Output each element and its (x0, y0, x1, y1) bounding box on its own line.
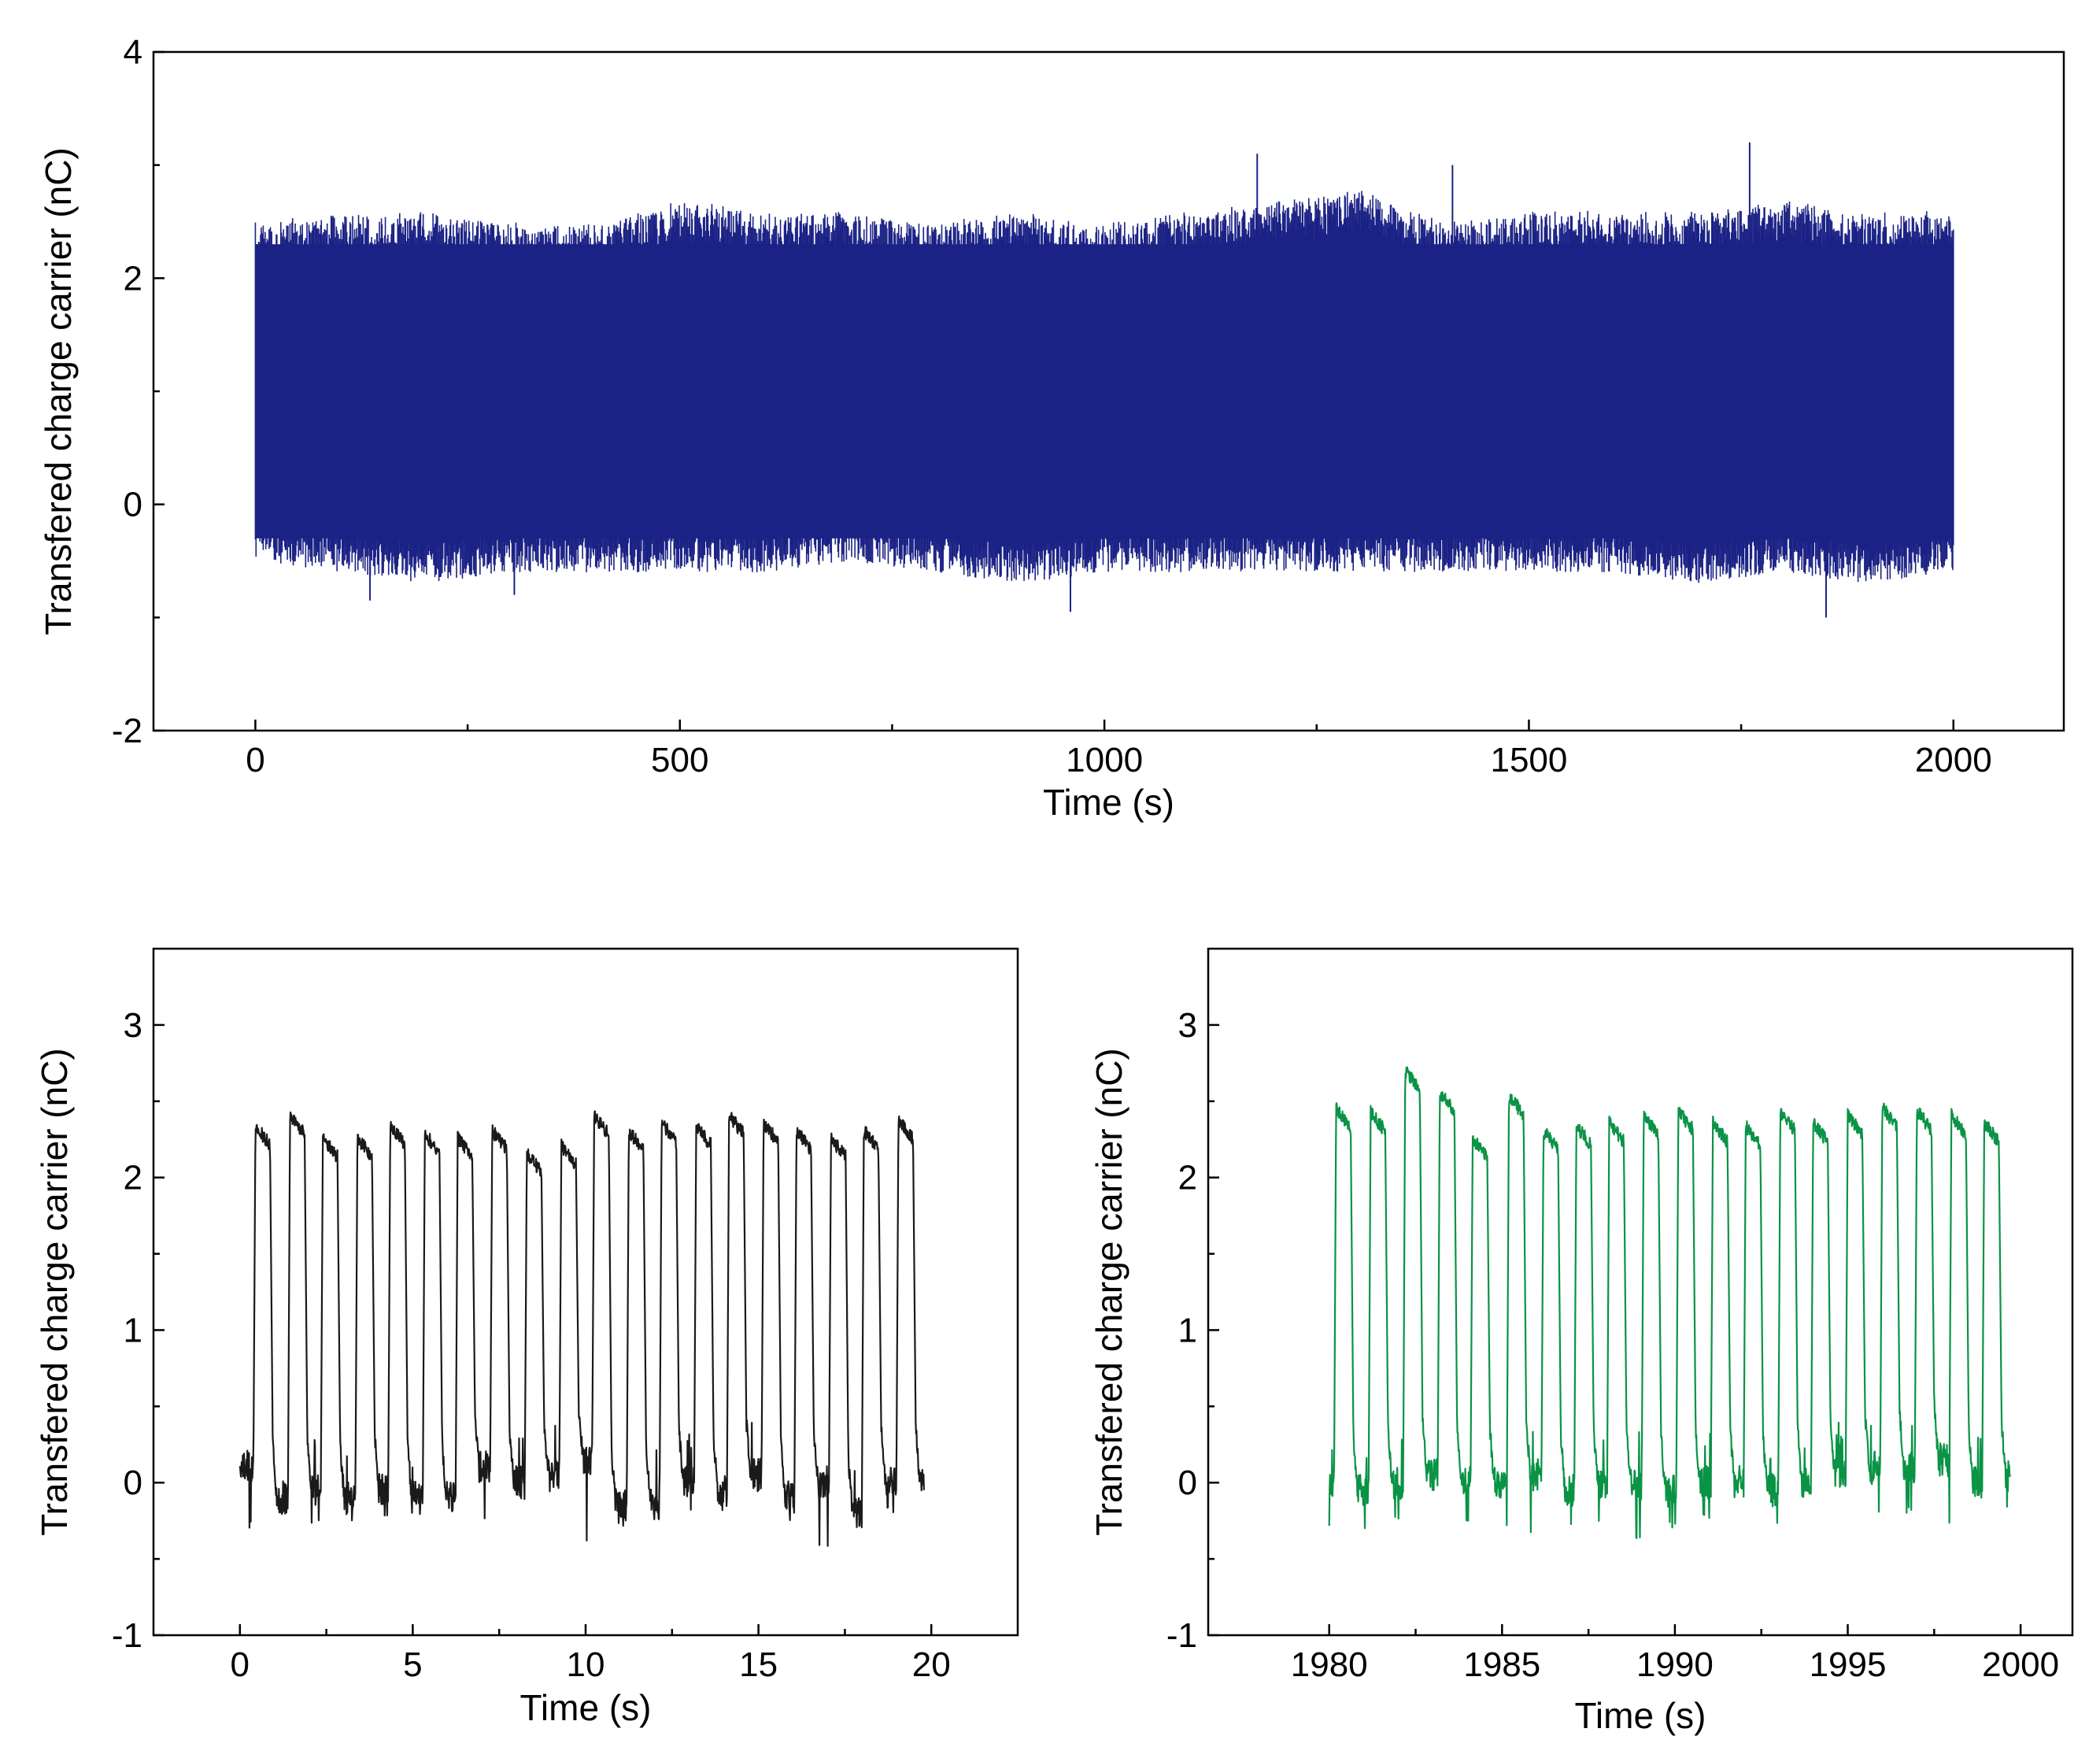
x-tick-label: 1990 (1636, 1645, 1714, 1684)
y-tick-label: -1 (112, 1616, 142, 1655)
x-tick-label: 1985 (1463, 1645, 1540, 1684)
y-axis-title: Transfered charge carrier (nC) (1089, 1048, 1129, 1536)
x-tick-label: 2000 (1915, 741, 1992, 779)
y-tick-label: 0 (1178, 1464, 1197, 1502)
y-tick-label: 3 (1178, 1006, 1197, 1045)
y-axis-title: Transfered charge carrier (nC) (34, 1048, 75, 1536)
x-tick-label: 1000 (1066, 741, 1143, 779)
x-axis-title: Time (s) (1575, 1695, 1706, 1736)
y-tick-label: 2 (124, 259, 142, 298)
chart-panel-bottom-right: 1980 1985 1990 1995 2000 -1 0 1 2 3 Time (s) Transf… (1089, 947, 2074, 1736)
x-axis-title: Time (s) (520, 1687, 652, 1728)
y-tick-label: 4 (124, 33, 142, 72)
x-tick-label: 15 (739, 1645, 778, 1684)
chart-panel-top: 0 500 1000 1500 2000 -2 0 2 4 Time (s) Transfered … (38, 33, 2065, 823)
x-axis-title: Time (s) (1043, 782, 1174, 823)
y-tick-label: 0 (124, 486, 142, 524)
series-trace (238, 1110, 925, 1547)
series-trace (1328, 1066, 2011, 1539)
plot-frame (152, 947, 1019, 1637)
y-tick-label: 2 (124, 1159, 142, 1197)
y-tick-label: -1 (1166, 1616, 1197, 1655)
x-tick-label: 5 (403, 1645, 422, 1684)
x-tick-label: 0 (231, 1645, 250, 1684)
x-tick-label: 2000 (1982, 1645, 2059, 1684)
x-tick-label: 20 (912, 1645, 951, 1684)
x-tick-label: 10 (567, 1645, 605, 1684)
x-tick-label: 0 (246, 741, 264, 779)
y-tick-label: -2 (112, 712, 142, 750)
x-tick-label: 500 (651, 741, 708, 779)
x-tick-label: 1500 (1490, 741, 1567, 779)
series-band (255, 244, 1954, 539)
y-tick-label: 1 (124, 1311, 142, 1349)
plot-frame (1207, 947, 2074, 1637)
y-tick-label: 3 (124, 1006, 142, 1045)
y-tick-label: 0 (124, 1464, 142, 1502)
x-tick-label: 1995 (1810, 1645, 1887, 1684)
x-tick-label: 1980 (1291, 1645, 1368, 1684)
y-tick-label: 1 (1178, 1311, 1197, 1349)
y-tick-label: 2 (1178, 1159, 1197, 1197)
y-axis-title: Transfered charge carrier (nC) (38, 147, 79, 635)
chart-panel-bottom-left: 0 5 10 15 20 -1 0 1 2 3 Time (s) Transfered charge … (34, 947, 1019, 1728)
